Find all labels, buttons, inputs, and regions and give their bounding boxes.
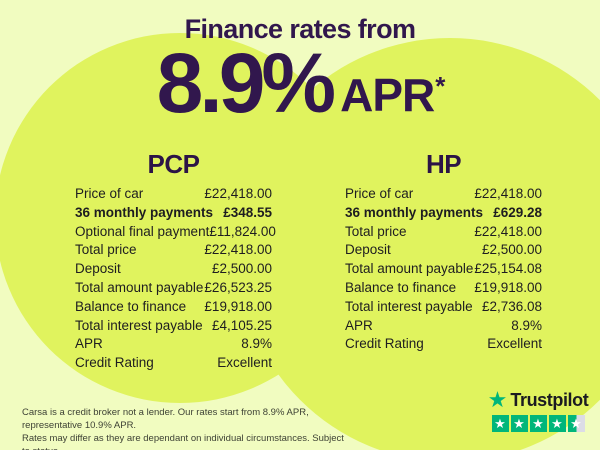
disclaimer-text: Carsa is a credit broker not a lender. O… <box>22 406 352 450</box>
finance-row: Deposit £2,500.00 <box>345 242 542 261</box>
finance-row: 36 monthly payments £629.28 <box>345 205 542 224</box>
background-circle-right <box>238 38 600 450</box>
finance-row: Total amount payable £25,154.08 <box>345 261 542 280</box>
finance-row-value: 8.9% <box>241 336 272 352</box>
finance-row-label: Total amount payable <box>345 261 474 277</box>
finance-row-value: £25,154.08 <box>474 261 542 277</box>
finance-row-label: Price of car <box>345 186 414 201</box>
pcp-column: PCP Price of car £22,418.00 36 monthly pay… <box>75 149 276 374</box>
finance-row-label: Total amount payable <box>75 279 204 295</box>
finance-row-value: £22,418.00 <box>204 186 272 201</box>
finance-row-label: Total interest payable <box>75 317 203 333</box>
finance-row-label: 36 monthly payments <box>345 204 484 220</box>
pcp-title: PCP <box>147 149 200 179</box>
finance-row-label: Total price <box>345 223 407 239</box>
headline-apr-label: APR* <box>340 68 445 121</box>
finance-row-value: £19,918.00 <box>474 279 542 295</box>
trustpilot-star-icon: ★ <box>487 387 508 412</box>
hp-rows: Price of car £22,418.00 36 monthly payment… <box>345 186 542 355</box>
finance-row-value: £22,418.00 <box>474 223 542 239</box>
disclaimer-line-2: Rates may differ as they are dependant o… <box>22 433 344 450</box>
finance-row-label: Total price <box>75 242 137 258</box>
disclaimer-line-1: Carsa is a credit broker not a lender. O… <box>22 407 309 431</box>
trustpilot-header: ★ Trustpilot <box>482 389 594 411</box>
finance-row: Credit Rating Excellent <box>75 355 272 374</box>
finance-row: Price of car £22,418.00 <box>75 186 272 205</box>
finance-row-value: £22,418.00 <box>474 186 542 201</box>
finance-row-value: 8.9% <box>511 317 542 333</box>
finance-row: Total amount payable £26,523.25 <box>75 280 272 299</box>
finance-row-label: APR <box>75 336 103 352</box>
finance-row: Balance to finance £19,918.00 <box>75 299 272 318</box>
finance-row-value: £348.55 <box>223 204 272 220</box>
finance-row-label: Credit Rating <box>345 336 424 352</box>
banner-title: Finance rates from <box>184 14 416 44</box>
finance-row-value: £629.28 <box>493 204 542 220</box>
finance-row-value: £4,105.25 <box>211 317 272 333</box>
finance-row: Balance to finance £19,918.00 <box>345 280 542 299</box>
trustpilot-wordmark: Trustpilot <box>510 389 589 410</box>
finance-row-value: £2,500.00 <box>481 242 542 258</box>
trustpilot-star-box <box>529 415 547 432</box>
trustpilot-star-box <box>548 415 566 432</box>
finance-row-label: 36 monthly payments <box>75 204 214 220</box>
finance-row-label: Optional final payment <box>75 223 210 239</box>
finance-row-value: £19,918.00 <box>204 298 272 314</box>
trustpilot-logo[interactable]: ★ Trustpilot <box>482 389 594 432</box>
finance-row-label: Balance to finance <box>345 279 457 295</box>
finance-row-value: Excellent <box>487 336 542 352</box>
finance-row-label: Deposit <box>345 242 391 258</box>
finance-row: Total interest payable £4,105.25 <box>75 318 272 337</box>
headline-rate-line: 8.9% APR* <box>0 36 600 130</box>
finance-row-value: £2,736.08 <box>481 298 542 314</box>
trustpilot-star-box <box>567 415 585 432</box>
trustpilot-rating-stars <box>482 415 594 432</box>
trustpilot-star-box <box>510 415 528 432</box>
finance-row-value: £26,523.25 <box>204 279 272 295</box>
finance-row: APR 8.9% <box>75 336 272 355</box>
finance-row: Total price £22,418.00 <box>345 224 542 243</box>
finance-row-label: Deposit <box>75 261 121 277</box>
finance-row-label: Balance to finance <box>75 298 187 314</box>
finance-row: Total price £22,418.00 <box>75 242 272 261</box>
pcp-rows: Price of car £22,418.00 36 monthly payment… <box>75 186 276 374</box>
hp-column: HP Price of car £22,418.00 36 monthly paym… <box>345 151 542 355</box>
finance-row: 36 monthly payments £348.55 <box>75 205 272 224</box>
finance-row-label: Credit Rating <box>75 355 154 371</box>
finance-row-label: APR <box>345 317 373 333</box>
finance-row: Optional final payment £11,824.00 <box>75 223 276 243</box>
finance-row: Total interest payable £2,736.08 <box>345 299 542 318</box>
apr-asterisk: * <box>435 70 445 101</box>
apr-text: APR <box>340 68 435 121</box>
finance-row-value: £11,824.00 <box>209 223 276 239</box>
finance-row: APR 8.9% <box>345 318 542 337</box>
trustpilot-star-box <box>491 415 509 432</box>
finance-row-label: Price of car <box>75 186 144 201</box>
finance-row: Credit Rating Excellent <box>345 336 542 355</box>
finance-row-value: £22,418.00 <box>204 242 272 258</box>
finance-row: Deposit £2,500.00 <box>75 261 272 280</box>
finance-row: Price of car £22,418.00 <box>345 186 542 205</box>
finance-row-label: Total interest payable <box>345 298 473 314</box>
finance-row-value: £2,500.00 <box>211 261 272 277</box>
finance-row-value: Excellent <box>217 355 272 371</box>
hp-title: HP <box>425 149 462 179</box>
headline-rate-value: 8.9% <box>156 36 336 130</box>
